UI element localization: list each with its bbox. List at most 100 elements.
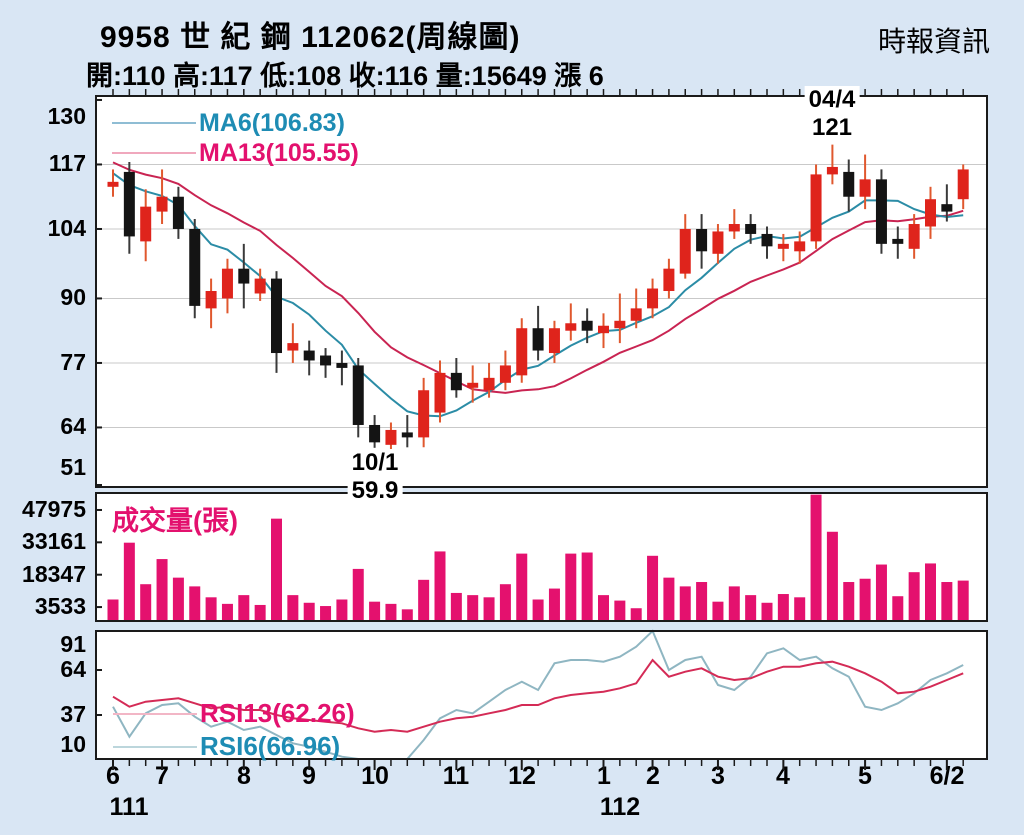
volume-bar — [794, 597, 806, 620]
candle-up — [483, 377, 495, 391]
candle-up — [254, 278, 266, 294]
volume-bar — [679, 586, 691, 620]
candle-up — [548, 328, 560, 354]
rsi13-legend-label: RSI13(62.26) — [200, 698, 355, 728]
volume-bar — [385, 603, 397, 620]
volume-bar — [565, 553, 577, 620]
candle-up — [712, 231, 724, 254]
candle-up — [140, 206, 152, 242]
candle-up — [107, 181, 119, 187]
candle-down — [369, 424, 381, 443]
y-tick-label: 64 — [60, 413, 86, 439]
candle-up — [598, 325, 609, 334]
candle-down — [238, 268, 250, 284]
ma6-legend-label: MA6(106.83) — [199, 108, 345, 137]
year-label: 111 — [109, 793, 149, 821]
rsi13-line-sample — [113, 712, 197, 715]
candle-up — [221, 268, 233, 299]
y-tick-label: 10 — [60, 731, 86, 757]
candle-up — [156, 196, 168, 212]
candle-up — [859, 179, 871, 197]
candle-down — [320, 355, 332, 366]
candle-down — [271, 278, 282, 354]
volume-bar — [696, 582, 708, 620]
rsi-chart-svg — [95, 629, 988, 770]
ma13-line — [112, 161, 964, 394]
y-tick-label: 104 — [47, 215, 86, 241]
volume-bar — [189, 586, 201, 620]
volume-bar — [205, 597, 217, 620]
volume-bar — [254, 604, 266, 620]
x-tick-label: 1 — [597, 762, 611, 790]
candle-down — [761, 233, 773, 247]
page-title: 9958 世 紀 鋼 112062(周線圖) — [100, 21, 521, 54]
candle-up — [777, 243, 789, 249]
x-tick-label: 2 — [646, 762, 660, 790]
volume-bar — [761, 602, 773, 620]
ma-legend: MA6(106.83) MA13(105.55) — [112, 108, 359, 168]
volume-bar — [140, 584, 152, 620]
candle-down — [401, 432, 413, 438]
ohlc-summary: 開:110 高:117 低:108 收:116 量:15649 漲 6 — [86, 61, 604, 91]
x-tick-label: 5 — [858, 762, 872, 790]
rsi13-legend-row: RSI13(62.26) — [113, 697, 355, 730]
candle-down — [892, 238, 904, 244]
volume-bar — [320, 606, 332, 620]
ma6-legend-row: MA6(106.83) — [112, 108, 359, 138]
rsi6-line — [112, 629, 964, 760]
rsi6-line-sample — [113, 745, 197, 748]
volume-bar — [271, 518, 282, 620]
candle-up — [647, 288, 659, 309]
volume-bar — [401, 609, 413, 620]
candle-up — [418, 390, 430, 438]
high-annotation-value: 121 — [811, 114, 853, 141]
volume-bar — [467, 595, 479, 620]
volume-bar — [647, 555, 659, 620]
volume-bar — [875, 564, 887, 620]
ma13-legend-row: MA13(105.55) — [112, 138, 359, 168]
x-tick-label: 7 — [155, 762, 169, 790]
volume-chart-svg — [95, 492, 988, 622]
panel-border — [95, 630, 988, 760]
candle-up — [630, 308, 642, 321]
x-tick-label: 3 — [711, 762, 725, 790]
y-tick-label: 130 — [47, 103, 86, 129]
volume-bar — [663, 577, 675, 620]
candle-up — [957, 169, 969, 200]
candle-up — [516, 328, 528, 376]
candle-down — [336, 362, 348, 368]
x-tick-label: 8 — [237, 762, 251, 790]
volume-bar — [434, 551, 446, 620]
rsi6-legend-row: RSI6(66.96) — [113, 730, 355, 763]
candle-up — [565, 323, 577, 331]
rsi6-legend-label: RSI6(66.96) — [200, 731, 341, 761]
candle-down — [352, 365, 364, 425]
volume-bar — [777, 594, 789, 620]
candle-up — [385, 429, 397, 445]
candle-down — [189, 228, 201, 306]
candle-up — [794, 241, 806, 252]
volume-bar — [614, 600, 626, 620]
panel-bg — [95, 630, 988, 760]
candle-up — [925, 199, 936, 227]
candle-down — [532, 328, 544, 351]
volume-bar — [598, 595, 609, 620]
volume-bar — [745, 595, 757, 620]
candle-up — [679, 228, 691, 274]
volume-bar — [369, 601, 381, 620]
volume-bar — [941, 582, 953, 620]
price-chart-svg — [95, 89, 988, 488]
volume-bar — [483, 597, 495, 620]
candle-up — [728, 224, 740, 232]
x-tick-label: 9 — [302, 762, 316, 790]
volume-bar — [499, 584, 511, 620]
volume-bar — [532, 599, 544, 620]
rsi13-line — [112, 658, 964, 733]
candle-up — [205, 291, 217, 309]
y-tick-label: 77 — [60, 349, 86, 375]
volume-bar — [238, 595, 250, 620]
y-tick-label: 3533 — [34, 593, 86, 619]
volume-bar — [303, 602, 315, 620]
y-tick-label: 33161 — [22, 528, 86, 554]
